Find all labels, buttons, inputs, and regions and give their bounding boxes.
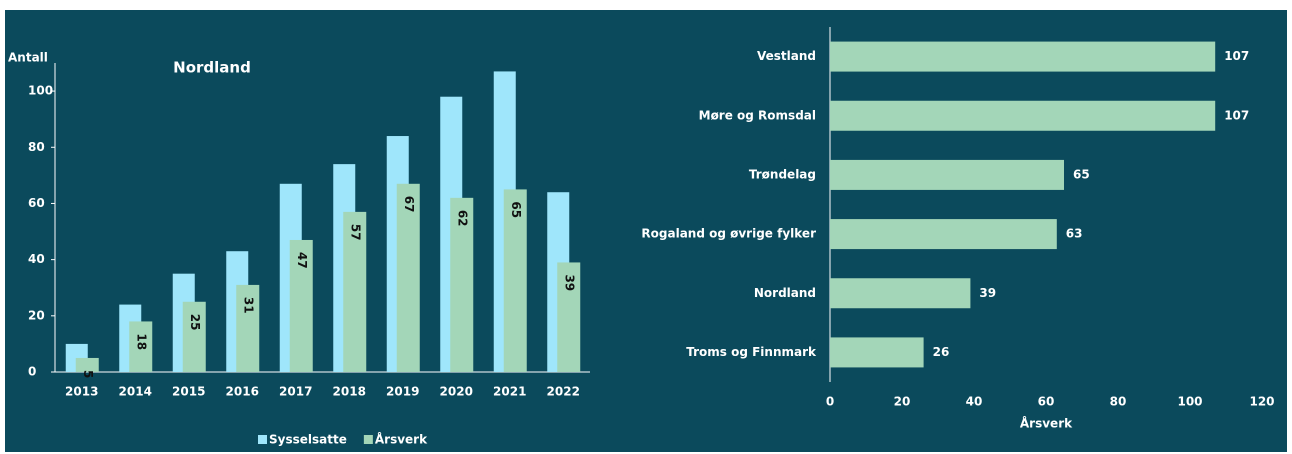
data-label: 107	[1224, 108, 1249, 122]
x-tick-label: 2018	[333, 385, 366, 399]
legend-swatch	[363, 435, 373, 444]
x-tick-label: 2014	[119, 385, 152, 399]
bar	[830, 100, 1216, 131]
bar	[396, 183, 420, 372]
data-label: 65	[1073, 167, 1090, 181]
background	[5, 10, 1287, 452]
x-tick-label: 2013	[65, 385, 98, 399]
bar	[503, 189, 527, 372]
bar	[75, 357, 99, 372]
data-label: 67	[402, 196, 416, 213]
x-tick-label: 80	[1110, 395, 1127, 409]
x-tick-label: 120	[1249, 395, 1274, 409]
bar	[343, 211, 367, 372]
y-tick-label: Trøndelag	[749, 167, 816, 181]
data-label: 62	[455, 210, 469, 227]
legend-label: Sysselsatte	[269, 433, 347, 447]
y-tick-label: Vestland	[757, 49, 816, 63]
bar	[830, 219, 1057, 250]
y-tick-label: 20	[28, 308, 45, 322]
bar	[236, 284, 260, 372]
y-tick-label: 40	[28, 252, 45, 266]
y-tick-label: Rogaland og øvrige fylker	[641, 227, 816, 241]
x-axis-label: Årsverk	[1020, 416, 1073, 431]
data-label: 31	[241, 297, 255, 314]
bar	[182, 301, 206, 372]
data-label: 47	[295, 252, 309, 269]
x-tick-label: 2017	[279, 385, 312, 399]
x-tick-label: 2019	[386, 385, 419, 399]
x-tick-label: 100	[1177, 395, 1202, 409]
bar	[830, 337, 924, 368]
bar	[450, 197, 474, 372]
data-label: 63	[1066, 227, 1083, 241]
bar	[830, 159, 1064, 190]
bar	[289, 239, 313, 372]
data-label: 65	[509, 201, 523, 218]
data-label: 5	[81, 370, 95, 378]
data-label: 57	[348, 224, 362, 241]
data-label: 25	[188, 314, 202, 331]
x-tick-label: 2021	[493, 385, 526, 399]
legend-label: Årsverk	[375, 432, 428, 447]
y-tick-label: Nordland	[754, 286, 816, 300]
bar	[830, 278, 971, 309]
x-tick-label: 20	[894, 395, 911, 409]
data-label: 107	[1224, 49, 1249, 63]
y-tick-label: 80	[28, 140, 45, 154]
data-label: 18	[134, 333, 148, 350]
x-tick-label: 2020	[440, 385, 473, 399]
y-tick-label: 60	[28, 196, 45, 210]
bar	[129, 321, 153, 372]
x-tick-label: 2016	[226, 385, 259, 399]
x-tick-label: 2022	[547, 385, 580, 399]
data-label: 39	[562, 274, 576, 291]
y-axis-label: Antall	[8, 51, 48, 65]
legend-swatch	[258, 435, 267, 444]
data-label: 26	[933, 345, 950, 359]
y-tick-label: Møre og Romsdal	[699, 108, 816, 122]
data-label: 39	[979, 286, 996, 300]
bar	[830, 41, 1216, 72]
bar	[557, 262, 581, 372]
y-tick-label: Troms og Finnmark	[686, 345, 817, 359]
y-tick-label: 100	[28, 84, 53, 98]
x-tick-label: 40	[966, 395, 983, 409]
y-tick-label: 0	[28, 365, 36, 379]
x-tick-label: 0	[826, 395, 834, 409]
x-tick-label: 60	[1038, 395, 1055, 409]
x-tick-label: 2015	[172, 385, 205, 399]
chart-title: Nordland	[173, 59, 251, 77]
